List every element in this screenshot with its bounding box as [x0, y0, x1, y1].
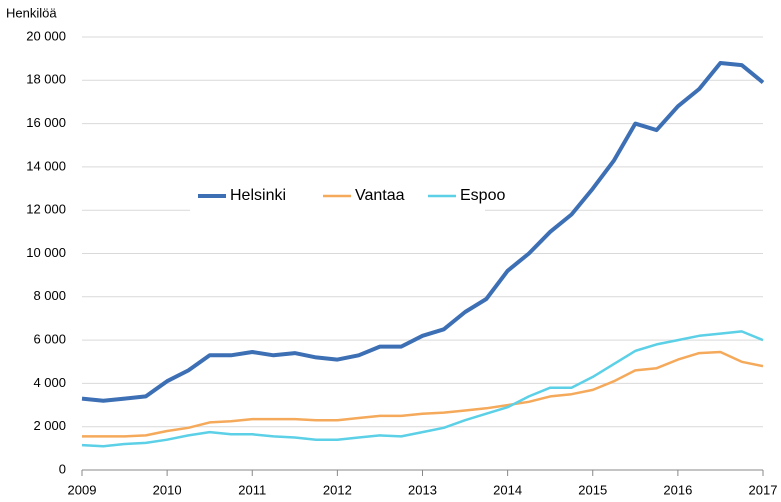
y-tick-label: 14 000 — [26, 158, 66, 173]
line-series — [81, 330, 764, 448]
legend-label: Espoo — [460, 187, 505, 204]
x-tick-label: 2009 — [68, 482, 97, 497]
y-tick-label: 10 000 — [26, 245, 66, 260]
x-tick-label: 2012 — [323, 482, 352, 497]
legend-label: Vantaa — [355, 187, 405, 204]
y-tick-label: 6 000 — [33, 332, 66, 347]
x-tick-label: 2013 — [408, 482, 437, 497]
y-axis-label: Henkilöä — [6, 5, 57, 20]
line-series — [81, 61, 765, 403]
legend: Helsinki Vantaa Espoo — [190, 180, 505, 212]
x-tick-label: 2014 — [493, 482, 522, 497]
y-tick-label: 2 000 — [33, 418, 66, 433]
x-tick-label: 2011 — [238, 482, 266, 497]
y-tick-label: 16 000 — [26, 115, 66, 130]
x-tick-label: 2016 — [663, 482, 692, 497]
x-tick-label: 2010 — [153, 482, 182, 497]
y-tick-label: 4 000 — [33, 375, 66, 390]
y-tick-label: 0 — [59, 461, 66, 476]
x-tick-label: 2015 — [578, 482, 607, 497]
y-tick-label: 18 000 — [26, 72, 66, 87]
y-tick-label: 8 000 — [33, 288, 66, 303]
y-tick-label: 20 000 — [26, 28, 66, 43]
line-series — [82, 350, 764, 438]
y-tick-label: 12 000 — [26, 202, 66, 217]
legend-label: Helsinki — [230, 187, 286, 204]
x-tick-label: 2017 — [749, 482, 778, 497]
